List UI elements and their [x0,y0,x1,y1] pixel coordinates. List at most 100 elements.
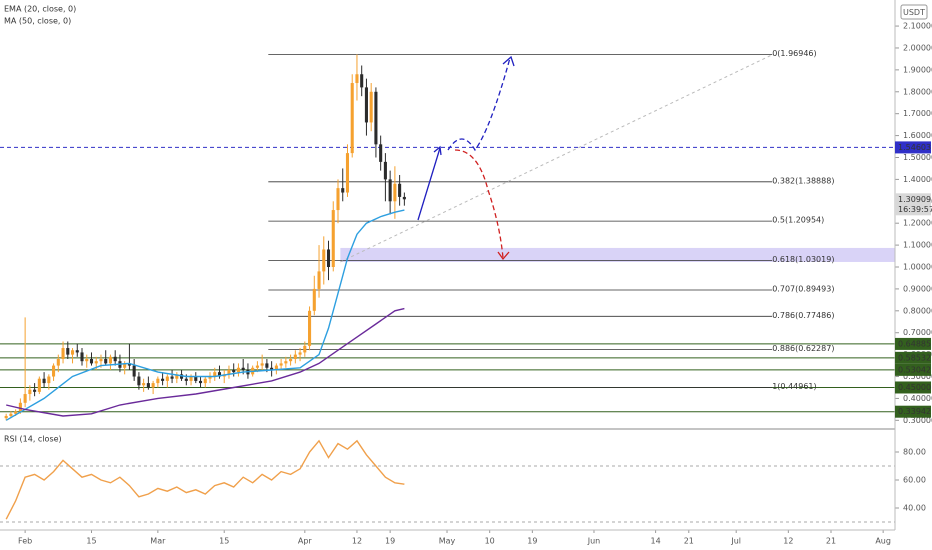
candle-body [355,74,359,84]
candle-body [374,91,378,145]
candle-body [132,365,136,377]
candle-body [161,378,165,381]
rsi-tick-label: 40.00 [903,504,926,513]
candle-body [146,383,150,388]
x-tick-label: 12 [352,537,362,546]
candle-body [9,413,13,416]
y-tick-label: 2.10000 [903,22,932,31]
candle-body [89,359,94,364]
candle-body [156,378,160,384]
candle-body [170,376,174,379]
candle-body [322,249,326,272]
candle-body [175,374,179,379]
x-tick-label: 19 [527,537,537,546]
candle-body [398,183,402,197]
currency-box[interactable] [900,4,928,20]
candle-body [70,350,75,355]
rsi-tick-label: 60.00 [903,476,926,485]
candle-body [260,363,264,366]
current-price-label: 1.30909 [898,195,931,204]
candle-body [184,378,188,381]
y-tick-label: 1.20000 [903,219,932,228]
fib-label: 1(0.44961) [772,382,816,391]
candle-body [298,352,302,355]
candle-body [52,365,56,377]
fib-label: 0.382(1.38888) [772,176,834,185]
candle-body [232,369,236,373]
x-tick-label: Aug [875,537,891,546]
y-tick-label: 1.90000 [903,65,932,74]
resistance-label-box [895,141,931,154]
candle-body [85,359,89,362]
y-tick-label: 1.00000 [903,263,932,272]
support-label-box [895,381,931,394]
candle-body [104,359,108,364]
candle-body [108,356,112,364]
candle-body [341,188,345,193]
candle-body [379,144,383,162]
candle-body [56,359,60,366]
candle-body [198,380,203,384]
projection-arrow [417,147,441,221]
zone [340,247,895,262]
fib-label: 0.618(1.03019) [772,255,834,264]
candle-body [255,365,259,368]
candle-body [388,179,392,202]
current-price-box [895,193,931,216]
x-tick-label: 15 [219,537,229,546]
candle-body [326,249,331,268]
candle-body [203,378,207,384]
candle-body [364,87,368,123]
candle-body [270,367,274,370]
candle-body [393,183,397,202]
candle-body [47,376,51,384]
candle-body [241,367,245,370]
x-tick-label: 21 [684,537,694,546]
candle-body [142,383,146,386]
candle-body [23,394,27,403]
candle-body [75,350,79,353]
support-label: 0.64885 [898,339,931,348]
candle-body [345,153,350,193]
candle-body [37,378,41,392]
candle-body [42,378,46,384]
rsi-line [5,439,405,520]
countdown: 16:39:57 [898,205,932,214]
candle-body [99,359,103,362]
candle-body [33,389,37,392]
x-tick-label: 10 [485,537,495,546]
x-tick-label: Mar [150,537,166,546]
bull-scenario [447,57,511,152]
candle-body [217,372,222,377]
ma-line [6,307,405,417]
support-label-box [895,337,931,350]
candle-body [123,363,127,368]
candle-body [236,367,240,373]
y-tick-label: 2.00000 [903,43,932,52]
arrow-head [433,145,442,156]
fib-label: 0.786(0.77486) [772,311,834,320]
x-tick-label: 14 [651,537,661,546]
candle-body [289,359,293,362]
x-tick-label: 21 [826,537,836,546]
x-tick-label: Feb [18,537,32,546]
x-tick-label: Jun [587,537,601,546]
ema-line [5,209,405,421]
candle-body [308,310,312,346]
candle-body [137,376,141,386]
candle-body [165,376,169,381]
support-label: 0.33942 [898,407,931,416]
candle-body [80,352,84,362]
candle-body [293,354,297,360]
candle-body [402,196,406,200]
candle-body [284,361,288,364]
candle-body [369,91,373,123]
candle-body [189,376,193,381]
